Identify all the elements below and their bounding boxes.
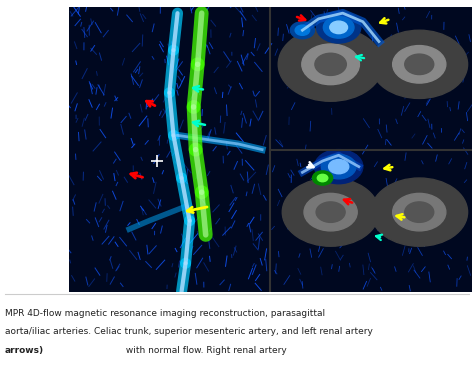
Circle shape [278,27,383,101]
Circle shape [312,171,333,185]
Circle shape [316,202,345,223]
Circle shape [290,22,314,39]
Text: MPR 4D-flow magnetic resonance imaging reconstruction, parasagittal: MPR 4D-flow magnetic resonance imaging r… [5,309,328,318]
Circle shape [317,12,361,43]
Circle shape [321,154,356,179]
Circle shape [371,30,467,98]
Circle shape [392,193,446,231]
Circle shape [392,46,446,83]
Circle shape [315,150,363,184]
Circle shape [317,174,328,182]
Circle shape [282,178,379,246]
Circle shape [302,44,359,85]
Circle shape [304,193,357,231]
Circle shape [405,54,434,74]
Circle shape [323,16,354,38]
Circle shape [315,53,346,76]
Text: arrows): arrows) [5,346,44,355]
Text: aorta/iliac arteries. Celiac trunk, superior mesenteric artery, and left renal a: aorta/iliac arteries. Celiac trunk, supe… [5,327,375,336]
Circle shape [371,178,467,246]
Circle shape [295,25,310,35]
Text: with normal flow. Right renal artery: with normal flow. Right renal artery [123,346,290,355]
Circle shape [328,160,349,174]
Circle shape [405,202,434,223]
Circle shape [330,21,347,34]
